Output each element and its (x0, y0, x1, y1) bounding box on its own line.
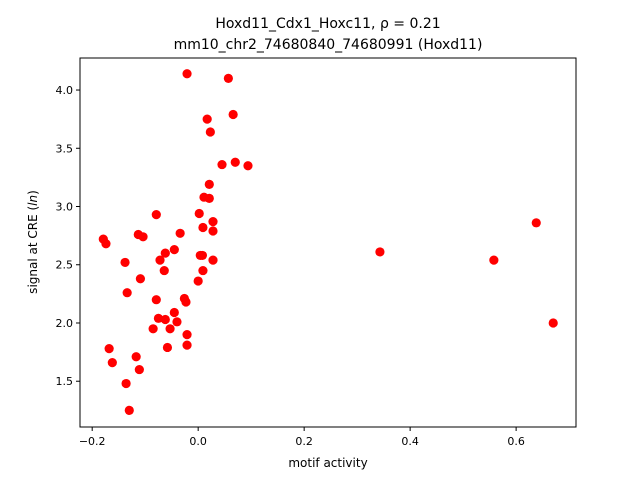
data-point (165, 324, 175, 334)
data-point (135, 274, 146, 284)
data-points (98, 69, 558, 415)
data-point (155, 255, 165, 265)
data-point (198, 265, 208, 276)
plot-frame (79, 57, 577, 428)
data-point (198, 222, 208, 233)
data-point (134, 364, 144, 375)
data-point (194, 208, 204, 219)
x-tick-label: 0.4 (401, 435, 419, 448)
data-point (548, 318, 558, 328)
data-point (223, 73, 233, 83)
data-point (202, 114, 212, 124)
y-tick-label: 3.0 (56, 201, 74, 214)
data-point (169, 307, 179, 318)
x-tick-label: −0.2 (79, 435, 106, 448)
y-tick-label: 2.5 (56, 259, 74, 272)
data-point (121, 378, 131, 389)
y-tick-label: 1.5 (56, 375, 74, 388)
data-point (204, 179, 214, 189)
data-point (148, 324, 158, 334)
data-point (131, 352, 141, 362)
data-point (151, 210, 161, 220)
x-tick-label: 0.6 (507, 435, 525, 448)
x-axis: −0.2 0.0 0.2 0.4 0.6 (79, 427, 525, 448)
y-axis-label: signal at CRE (ln) (26, 190, 40, 294)
data-point (243, 161, 253, 171)
data-point (138, 232, 148, 242)
y-tick-label: 4.0 (56, 84, 74, 97)
data-point (182, 69, 192, 79)
data-point (208, 226, 218, 236)
y-tick-label: 2.0 (56, 317, 74, 330)
data-point (182, 340, 192, 350)
data-point (151, 295, 161, 305)
data-point (175, 228, 185, 238)
data-point (208, 217, 218, 227)
x-axis-label: motif activity (288, 456, 367, 470)
data-point (205, 127, 215, 137)
data-point (182, 330, 192, 340)
data-point (162, 342, 173, 353)
data-point (120, 257, 130, 268)
data-point (208, 255, 218, 265)
y-tick-label: 3.5 (56, 142, 74, 155)
data-point (181, 297, 191, 307)
data-point (217, 159, 227, 170)
chart-title-line2: mm10_chr2_74680840_74680991 (Hoxd11) (174, 37, 483, 53)
data-point (172, 317, 182, 327)
data-point (204, 193, 214, 203)
data-point (101, 239, 111, 249)
data-point (228, 109, 238, 120)
data-point (489, 255, 499, 265)
data-point (230, 157, 240, 167)
x-tick-label: 0.2 (295, 435, 313, 448)
data-point (531, 218, 541, 228)
data-point (160, 248, 170, 258)
data-point (375, 247, 385, 257)
chart-title-line1: Hoxd11_Cdx1_Hoxc11, ρ = 0.21 (215, 16, 440, 32)
data-point (153, 313, 164, 323)
data-point (193, 276, 203, 286)
data-point (104, 344, 114, 354)
data-point (122, 288, 132, 298)
y-axis: 1.5 2.0 2.5 3.0 3.5 4.0 (56, 84, 80, 388)
data-point (159, 265, 169, 276)
data-point (160, 314, 170, 325)
data-point (197, 250, 208, 261)
data-point (107, 357, 117, 368)
data-point (124, 405, 134, 415)
x-tick-label: 0.0 (189, 435, 207, 448)
data-point (169, 245, 179, 255)
